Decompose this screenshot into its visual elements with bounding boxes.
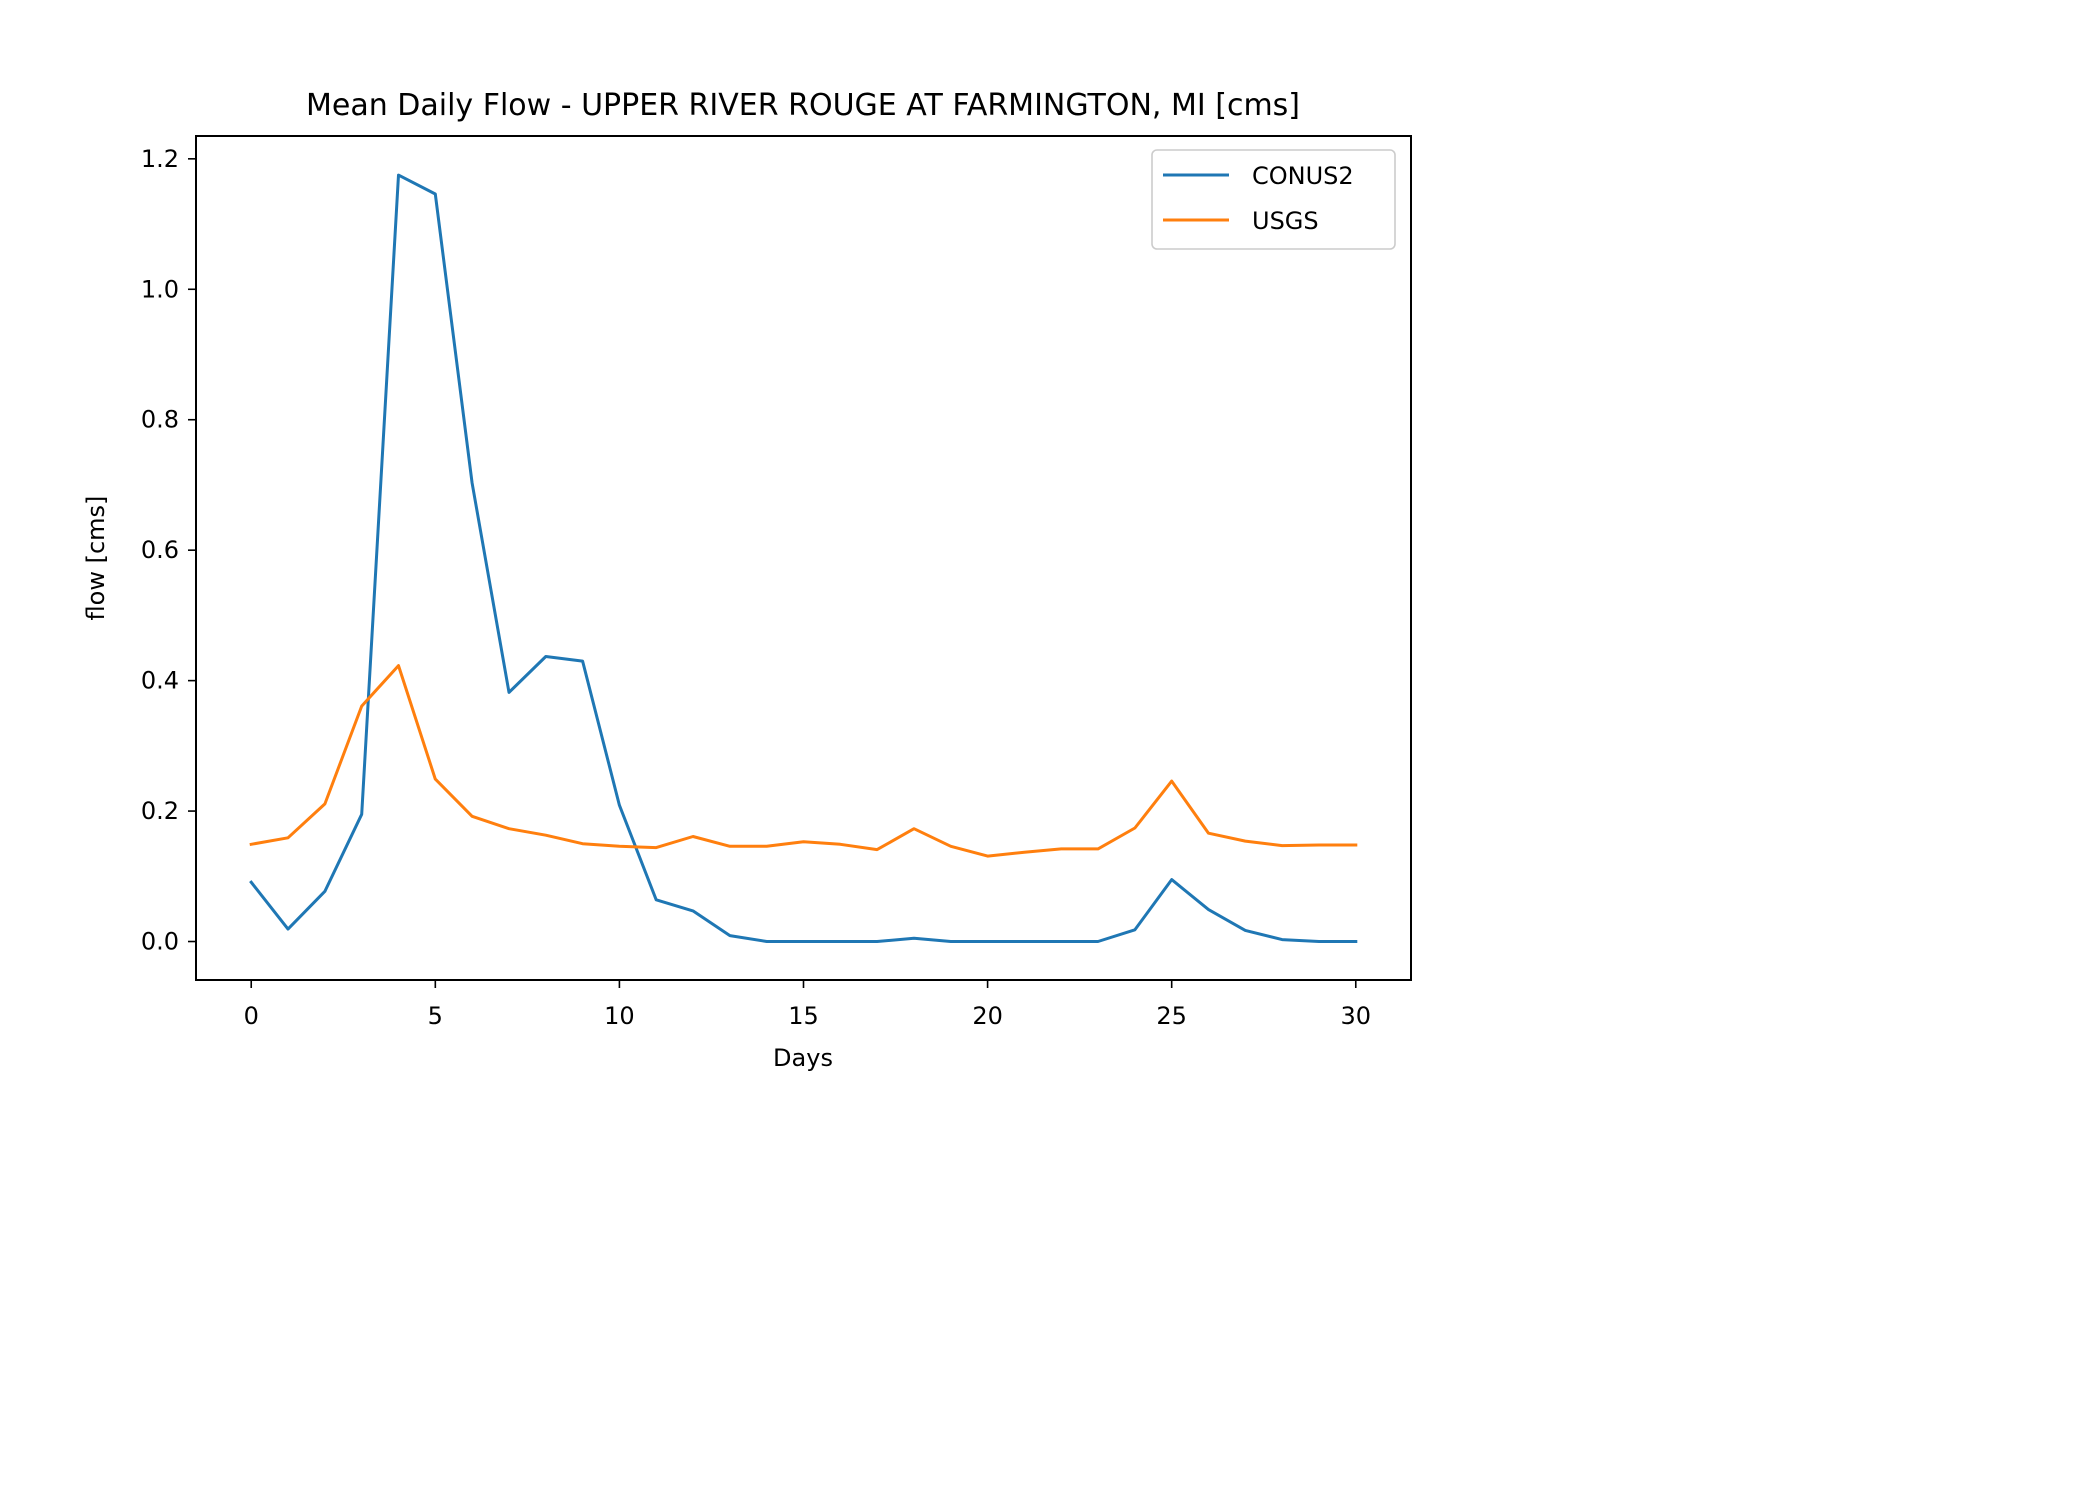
x-tick-label: 0 <box>244 1002 259 1030</box>
y-tick-label: 0.0 <box>141 928 179 956</box>
y-tick-label: 0.6 <box>141 536 179 564</box>
x-tick-label: 25 <box>1156 1002 1187 1030</box>
legend-label-conus2: CONUS2 <box>1252 162 1354 190</box>
x-tick-label: 5 <box>428 1002 443 1030</box>
x-tick-label: 20 <box>972 1002 1003 1030</box>
line-chart: Mean Daily Flow - UPPER RIVER ROUGE AT F… <box>82 88 1412 1072</box>
y-tick-label: 0.2 <box>141 797 179 825</box>
chart-title: Mean Daily Flow - UPPER RIVER ROUGE AT F… <box>306 88 1300 123</box>
legend: CONUS2 USGS <box>1151 149 1396 250</box>
y-tick-label: 0.8 <box>141 406 179 434</box>
x-axis-label: Days <box>773 1044 833 1072</box>
axes: 0 5 10 15 20 25 30 0.0 0.2 0.4 0.6 0.8 1.0 1.2 <box>141 145 1371 1030</box>
plot-frame <box>195 135 1412 981</box>
y-axis-label: flow [cms] <box>82 496 110 621</box>
y-tick-label: 0.4 <box>141 667 179 695</box>
y-tick-label: 1.0 <box>141 275 179 303</box>
series-line-conus2 <box>249 173 1358 943</box>
x-tick-label: 15 <box>788 1002 819 1030</box>
x-tick-label: 10 <box>604 1002 635 1030</box>
series-line-usgs <box>249 664 1358 858</box>
series-layer <box>249 173 1358 943</box>
legend-label-usgs: USGS <box>1252 207 1319 235</box>
x-tick-label: 30 <box>1340 1002 1371 1030</box>
y-tick-label: 1.2 <box>141 145 179 173</box>
